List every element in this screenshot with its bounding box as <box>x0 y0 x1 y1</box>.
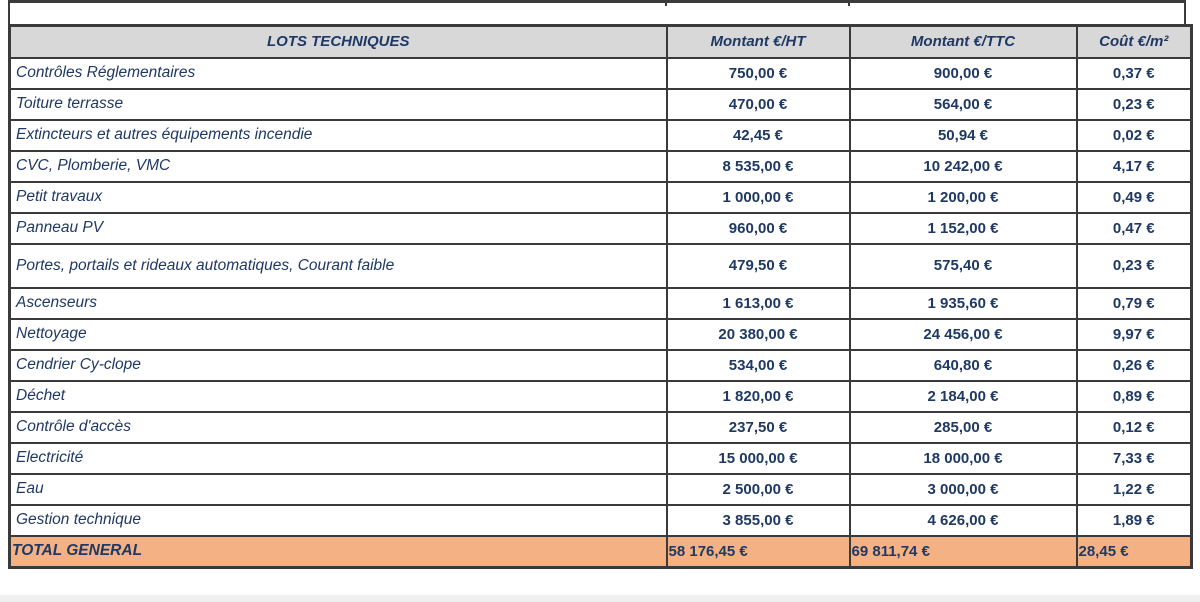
cost-m2-cell: 0,37 € <box>1075 56 1193 90</box>
lots-techniques-table: LOTS TECHNIQUES Montant €/HT Montant €/T… <box>8 24 1193 569</box>
amount-ttc-cell: 640,80 € <box>848 348 1078 382</box>
amount-ht-cell: 1 820,00 € <box>665 379 851 413</box>
cost-m2-cell: 0,49 € <box>1075 180 1193 214</box>
amount-ht-cell: 1 613,00 € <box>665 286 851 320</box>
total-cost-m2-cell: 28,45 € <box>1075 534 1193 569</box>
amount-ht-cell: 479,50 € <box>665 242 851 289</box>
total-amount-ttc-cell: 69 811,74 € <box>848 534 1078 569</box>
amount-ttc-cell: 900,00 € <box>848 56 1078 90</box>
cost-m2-cell: 4,17 € <box>1075 149 1193 183</box>
table-row: Cendrier Cy-clope 534,00 € 640,80 € 0,26… <box>8 348 1193 382</box>
amount-ht-cell: 8 535,00 € <box>665 149 851 183</box>
cost-m2-cell: 0,23 € <box>1075 242 1193 289</box>
cost-m2-cell: 7,33 € <box>1075 441 1193 475</box>
row-label-cell: Déchet <box>8 379 668 413</box>
table-row: Contrôles Réglementaires 750,00 € 900,00… <box>8 56 1193 90</box>
row-label-cell: Eau <box>8 472 668 506</box>
amount-ttc-cell: 1 152,00 € <box>848 211 1078 245</box>
row-label-cell: Toiture terrasse <box>8 87 668 121</box>
table-header-row: LOTS TECHNIQUES Montant €/HT Montant €/T… <box>8 24 1193 59</box>
cutoff-row-remnant <box>8 0 1186 24</box>
cost-m2-cell: 0,12 € <box>1075 410 1193 444</box>
total-row: TOTAL GENERAL 58 176,45 € 69 811,74 € 28… <box>8 534 1193 569</box>
table-row: Déchet 1 820,00 € 2 184,00 € 0,89 € <box>8 379 1193 413</box>
cost-m2-cell: 0,89 € <box>1075 379 1193 413</box>
col-header-montant-ht: Montant €/HT <box>665 24 851 59</box>
row-label-cell: Nettoyage <box>8 317 668 351</box>
table-row: Electricité 15 000,00 € 18 000,00 € 7,33… <box>8 441 1193 475</box>
cutoff-column-divider <box>848 0 850 6</box>
cost-m2-cell: 0,23 € <box>1075 87 1193 121</box>
total-label-cell: TOTAL GENERAL <box>8 534 668 569</box>
amount-ttc-cell: 1 200,00 € <box>848 180 1078 214</box>
col-header-lots-techniques: LOTS TECHNIQUES <box>8 24 668 59</box>
amount-ttc-cell: 50,94 € <box>848 118 1078 152</box>
amount-ht-cell: 750,00 € <box>665 56 851 90</box>
col-header-montant-ttc: Montant €/TTC <box>848 24 1078 59</box>
amount-ttc-cell: 564,00 € <box>848 87 1078 121</box>
table-body: Contrôles Réglementaires 750,00 € 900,00… <box>8 56 1193 537</box>
row-label-cell: CVC, Plomberie, VMC <box>8 149 668 183</box>
row-label-cell: Electricité <box>8 441 668 475</box>
amount-ttc-cell: 285,00 € <box>848 410 1078 444</box>
amount-ht-cell: 15 000,00 € <box>665 441 851 475</box>
amount-ttc-cell: 2 184,00 € <box>848 379 1078 413</box>
amount-ttc-cell: 24 456,00 € <box>848 317 1078 351</box>
cost-m2-cell: 0,26 € <box>1075 348 1193 382</box>
table-row: CVC, Plomberie, VMC 8 535,00 € 10 242,00… <box>8 149 1193 183</box>
row-label-cell: Extincteurs et autres équipements incend… <box>8 118 668 152</box>
row-label-cell: Cendrier Cy-clope <box>8 348 668 382</box>
page-bottom-edge <box>0 595 1200 602</box>
col-header-cout-m2: Coût €/m² <box>1075 24 1193 59</box>
row-label-cell: Contrôle d'accès <box>8 410 668 444</box>
table-row: Nettoyage 20 380,00 € 24 456,00 € 9,97 € <box>8 317 1193 351</box>
amount-ht-cell: 3 855,00 € <box>665 503 851 537</box>
amount-ht-cell: 237,50 € <box>665 410 851 444</box>
table-row: Panneau PV 960,00 € 1 152,00 € 0,47 € <box>8 211 1193 245</box>
total-amount-ht-cell: 58 176,45 € <box>665 534 851 569</box>
amount-ttc-cell: 4 626,00 € <box>848 503 1078 537</box>
amount-ht-cell: 1 000,00 € <box>665 180 851 214</box>
table-row: Eau 2 500,00 € 3 000,00 € 1,22 € <box>8 472 1193 506</box>
amount-ttc-cell: 1 935,60 € <box>848 286 1078 320</box>
amount-ht-cell: 42,45 € <box>665 118 851 152</box>
cutoff-column-divider <box>665 0 667 6</box>
table-row: Contrôle d'accès 237,50 € 285,00 € 0,12 … <box>8 410 1193 444</box>
cost-m2-cell: 9,97 € <box>1075 317 1193 351</box>
table-row: Portes, portails et rideaux automatiques… <box>8 242 1193 289</box>
amount-ttc-cell: 18 000,00 € <box>848 441 1078 475</box>
table-row: Ascenseurs 1 613,00 € 1 935,60 € 0,79 € <box>8 286 1193 320</box>
table-row: Extincteurs et autres équipements incend… <box>8 118 1193 152</box>
amount-ht-cell: 534,00 € <box>665 348 851 382</box>
cost-m2-cell: 1,89 € <box>1075 503 1193 537</box>
amount-ht-cell: 20 380,00 € <box>665 317 851 351</box>
cost-m2-cell: 0,02 € <box>1075 118 1193 152</box>
amount-ht-cell: 470,00 € <box>665 87 851 121</box>
cost-m2-cell: 0,79 € <box>1075 286 1193 320</box>
row-label-cell: Contrôles Réglementaires <box>8 56 668 90</box>
cost-m2-cell: 0,47 € <box>1075 211 1193 245</box>
row-label-cell: Petit travaux <box>8 180 668 214</box>
cost-m2-cell: 1,22 € <box>1075 472 1193 506</box>
amount-ttc-cell: 10 242,00 € <box>848 149 1078 183</box>
row-label-cell: Portes, portails et rideaux automatiques… <box>8 242 668 289</box>
table-row: Toiture terrasse 470,00 € 564,00 € 0,23 … <box>8 87 1193 121</box>
table-row: Petit travaux 1 000,00 € 1 200,00 € 0,49… <box>8 180 1193 214</box>
amount-ttc-cell: 3 000,00 € <box>848 472 1078 506</box>
row-label-cell: Panneau PV <box>8 211 668 245</box>
amount-ht-cell: 960,00 € <box>665 211 851 245</box>
amount-ht-cell: 2 500,00 € <box>665 472 851 506</box>
table-row: Gestion technique 3 855,00 € 4 626,00 € … <box>8 503 1193 537</box>
amount-ttc-cell: 575,40 € <box>848 242 1078 289</box>
row-label-cell: Gestion technique <box>8 503 668 537</box>
row-label-cell: Ascenseurs <box>8 286 668 320</box>
